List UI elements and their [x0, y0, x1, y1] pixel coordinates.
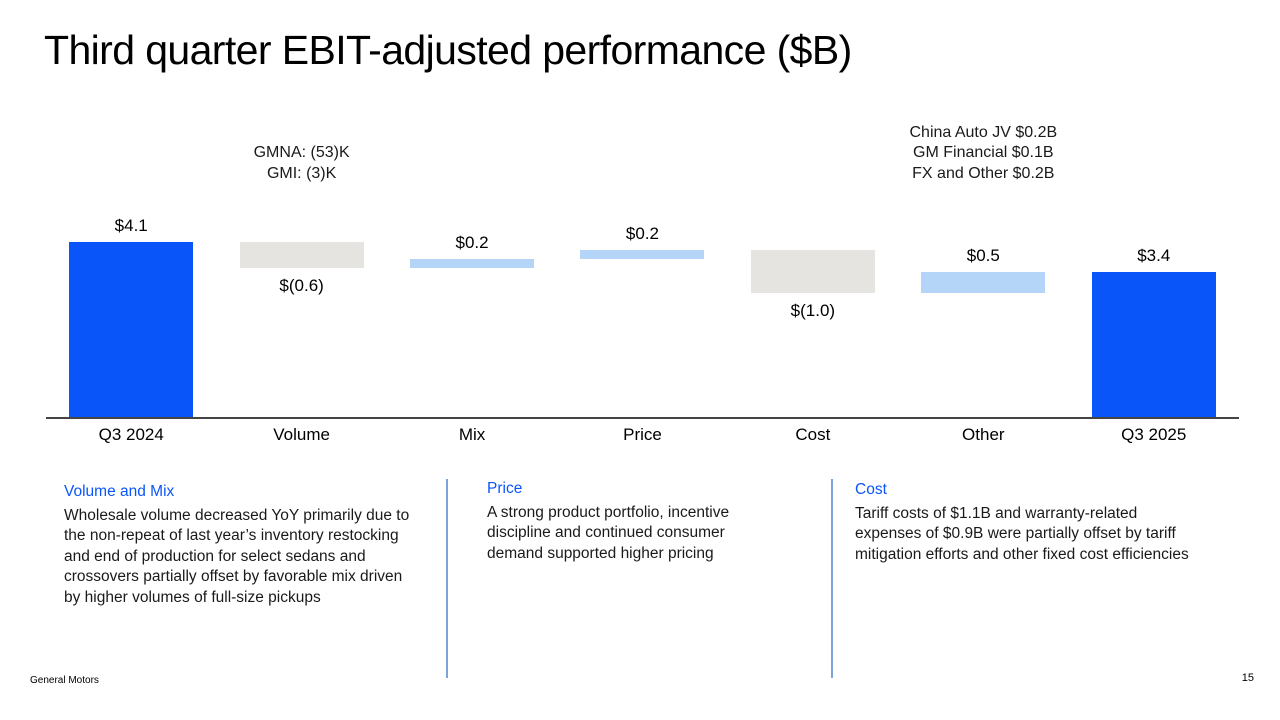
axis-label-cost: Cost — [795, 425, 831, 444]
slide-title: Third quarter EBIT-adjusted performance … — [44, 27, 852, 73]
annotation-line: FX and Other $0.2B — [912, 164, 1055, 182]
annotation-line: China Auto JV $0.2B — [909, 123, 1058, 141]
axis-label-q3-2025: Q3 2025 — [1121, 425, 1187, 444]
callout-body: A strong product portfolio, incentive di… — [487, 503, 730, 562]
page-number: 15 — [1241, 672, 1254, 684]
waterfall-bar-cost — [750, 250, 875, 294]
waterfall-bar-price — [580, 250, 705, 260]
annotation-line: GMI: (3)K — [266, 164, 337, 182]
callout-heading: Price — [487, 480, 523, 497]
vertical-divider — [831, 479, 833, 678]
callout-cost: Cost Tariff costs of $1.1B and warranty-… — [855, 480, 1197, 565]
chart-column-cost: $(1.0) — [728, 120, 898, 417]
axis-label-other: Other — [962, 425, 1005, 444]
axis-label-price: Price — [623, 425, 662, 444]
chart-column-mix: $0.2 — [387, 120, 557, 417]
chart-column-q3-2024: $4.1 — [46, 120, 216, 417]
annotation-line: GM Financial $0.1B — [913, 144, 1054, 161]
bar-value-label: $3.4 — [1137, 245, 1171, 265]
waterfall-bar-other — [921, 271, 1046, 294]
axis-label-q3-2024: Q3 2024 — [98, 425, 164, 444]
axis-label-volume: Volume — [273, 425, 330, 444]
footer-company-name: General Motors — [30, 675, 99, 686]
x-axis-labels: Q3 2024 Volume Mix Price Cost Other Q3 2025 — [46, 425, 1239, 445]
chart-column-volume: $(0.6) GMNA: (53)K GMI: (3)K — [216, 120, 386, 417]
bar-value-label: $(1.0) — [790, 301, 836, 321]
chart-column-other: $0.5 China Auto JV $0.2B GM Financial $0.1… — [898, 120, 1068, 417]
waterfall-bar-q3-2025 — [1091, 271, 1216, 417]
callout-body: Wholesale volume decreased YoY primarily… — [64, 506, 410, 606]
waterfall-bar-volume — [239, 241, 364, 268]
bar-value-label: $0.5 — [966, 245, 1000, 265]
bar-annotation-volume: GMNA: (53)K GMI: (3)K — [172, 143, 432, 184]
callout-price: Price A strong product portfolio, incent… — [487, 479, 779, 564]
callout-heading: Volume and Mix — [64, 483, 175, 500]
waterfall-chart: $4.1 $(0.6) GMNA: (53)K GMI: (3)K $0.2 $0.2 $(… — [46, 120, 1239, 419]
callout-heading: Cost — [855, 481, 887, 498]
waterfall-bar-q3-2024 — [69, 241, 194, 417]
bar-annotation-other: China Auto JV $0.2B GM Financial $0.1B FX … — [853, 123, 1113, 185]
axis-label-mix: Mix — [458, 425, 486, 444]
chart-column-price: $0.2 — [557, 120, 727, 417]
waterfall-bar-mix — [410, 259, 535, 268]
bar-value-label: $0.2 — [455, 233, 489, 253]
vertical-divider — [446, 479, 448, 678]
callout-body: Tariff costs of $1.1B and warranty-relat… — [855, 504, 1189, 563]
annotation-line: GMNA: (53)K — [253, 144, 350, 161]
bar-value-label: $(0.6) — [279, 275, 324, 295]
bar-value-label: $4.1 — [114, 215, 148, 235]
callout-volume-and-mix: Volume and Mix Wholesale volume decrease… — [64, 482, 416, 608]
chart-column-q3-2025: $3.4 — [1069, 120, 1239, 417]
bar-value-label: $0.2 — [625, 224, 660, 244]
